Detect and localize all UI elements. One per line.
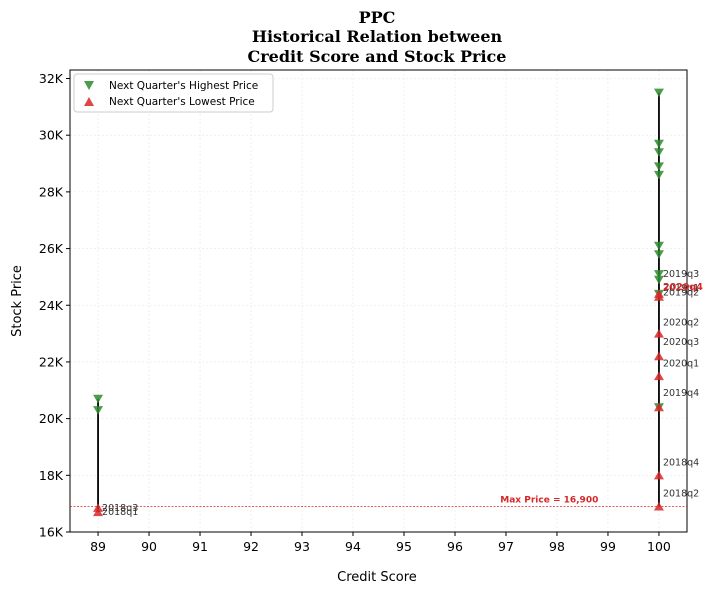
highest-price-marker	[93, 394, 104, 404]
y-tick-label: 24K	[39, 298, 64, 313]
price-range-lines	[97, 92, 660, 513]
x-tick-label: 100	[647, 539, 671, 554]
y-tick-label: 26K	[39, 241, 64, 256]
quarter-annotation: 2020q3	[663, 337, 699, 348]
legend: Next Quarter's Highest Price Next Quarte…	[73, 73, 274, 113]
lowest-price-marker	[653, 470, 664, 480]
y-tick-label: 18K	[39, 468, 64, 483]
quarter-annotation: 2019q1	[663, 283, 699, 294]
chart-title: PPC Historical Relation between Credit S…	[248, 8, 507, 66]
quarter-annotation: 2020q1	[663, 358, 699, 369]
lowest-price-marker	[93, 507, 104, 517]
legend-highest-label: Next Quarter's Highest Price	[109, 80, 258, 92]
highest-price-marker	[653, 250, 664, 259]
quarter-annotation: 2019q4	[663, 388, 699, 399]
x-tick-label: 89	[90, 539, 106, 554]
lowest-price-marker	[93, 503, 104, 512]
lowest-price-marker	[653, 351, 664, 361]
highest-price-marker	[653, 139, 664, 149]
quarter-annotation: 2018q3	[102, 503, 138, 514]
x-tick-label: 97	[498, 539, 514, 554]
highest-price-marker	[653, 162, 664, 171]
y-tick-label: 22K	[39, 354, 64, 369]
max-price-label: Max Price = 16,900	[500, 495, 598, 505]
quarter-annotation: 2019q2	[663, 287, 699, 298]
x-tick-label: 93	[294, 539, 310, 554]
legend-lowest-label: Next Quarter's Lowest Price	[109, 96, 255, 108]
y-tick-label: 32K	[39, 71, 64, 86]
highest-price-marker	[93, 406, 104, 415]
x-tick-label: 98	[549, 539, 565, 554]
x-tick-label: 91	[192, 539, 208, 554]
x-tick-label: 95	[396, 539, 412, 554]
y-axis: 16K 18K 20K 22K 24K 26K 28K 30K 32K	[39, 71, 70, 540]
y-tick-label: 28K	[39, 184, 64, 199]
grid	[70, 70, 687, 533]
chart-title-line-3: Credit Score and Stock Price	[248, 47, 507, 66]
lowest-price-marker	[653, 289, 664, 298]
highest-price-marker	[653, 275, 664, 285]
quarter-annotation: 2018q4	[663, 458, 699, 469]
x-tick-label: 96	[447, 539, 463, 554]
lowest-price-marker	[653, 402, 664, 412]
lowest-price-marker	[653, 329, 664, 338]
highest-price-marker	[653, 88, 664, 98]
legend-highest-marker-icon	[84, 81, 94, 90]
lowest-price-marker	[653, 501, 664, 511]
chart-title-line-2: Historical Relation between	[252, 27, 503, 46]
y-axis-label: Stock Price	[10, 265, 25, 337]
quarter-annotation: 2018q1	[102, 507, 138, 518]
lowest-price-marker	[653, 371, 664, 381]
x-tick-label: 90	[141, 539, 157, 554]
x-axis: 89 90 91 92 93 94 95 96 97 98 99 100	[90, 532, 671, 554]
highest-price-marker	[653, 241, 664, 251]
chart-title-line-1: PPC	[359, 8, 396, 27]
legend-box	[73, 73, 274, 113]
y-tick-label: 30K	[39, 128, 64, 143]
data-markers	[93, 88, 664, 517]
quarter-annotation: 2020q2	[663, 317, 699, 328]
quarter-annotation: 2019q3	[663, 269, 699, 280]
y-tick-label: 20K	[39, 411, 64, 426]
quarter-annotation: 2018q2	[663, 489, 699, 500]
x-tick-label: 92	[243, 539, 259, 554]
x-axis-label: Credit Score	[337, 570, 417, 585]
x-tick-label: 94	[345, 539, 361, 554]
quarter-annotation: 2020q4	[663, 282, 703, 293]
highest-price-marker	[653, 170, 664, 180]
highest-price-marker	[653, 270, 664, 279]
y-tick-label: 16K	[39, 525, 64, 540]
x-tick-label: 99	[600, 539, 616, 554]
plot-area-frame	[69, 69, 688, 533]
highest-price-marker	[653, 148, 664, 157]
legend-lowest-marker-icon	[84, 97, 94, 106]
max-price-reference-line: Max Price = 16,900	[70, 495, 687, 507]
